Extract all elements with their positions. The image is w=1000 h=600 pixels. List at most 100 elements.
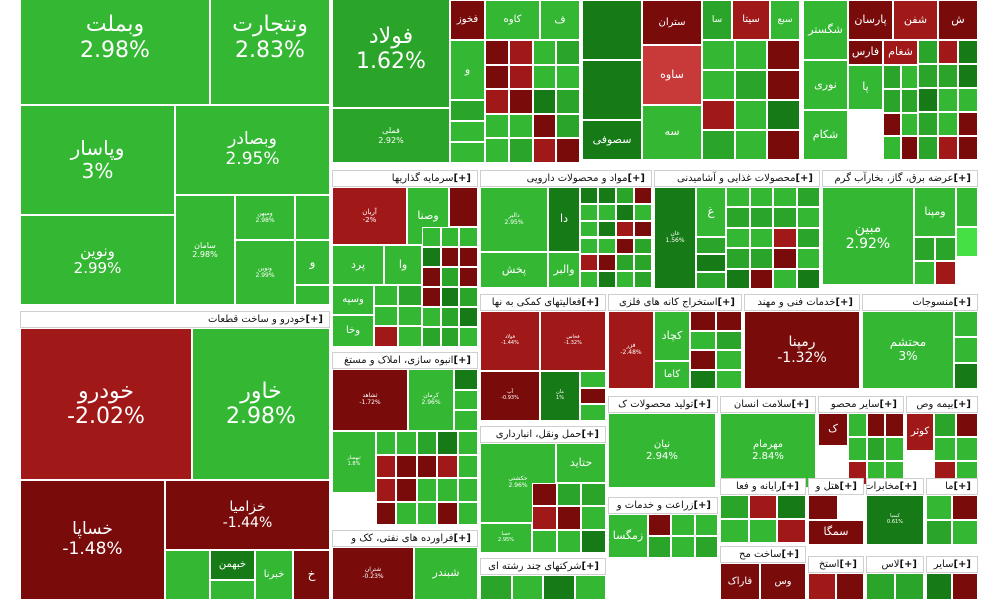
small-stock-tile[interactable] [598,237,616,255]
small-stock-tile[interactable] [485,113,509,139]
small-stock-tile[interactable] [954,311,978,337]
sector-header[interactable]: [+]سایر محصو [818,396,904,413]
stock-tile[interactable] [295,285,330,305]
sector-header[interactable]: [+]شرکتهای چند رشته ای [480,558,606,575]
small-stock-tile[interactable] [616,220,634,238]
small-stock-tile[interactable] [556,529,582,553]
small-stock-tile[interactable] [749,227,773,249]
small-stock-tile[interactable] [396,454,417,478]
small-stock-tile[interactable] [726,227,750,249]
stock-tile-k[interactable]: ک [818,413,848,446]
sector-header[interactable]: [+]استخ [808,556,864,573]
small-stock-tile[interactable] [958,88,978,112]
stock-tile-خزامیا[interactable]: خزامیا -1.44% [165,480,330,550]
stock-tile-hasa[interactable]: حسا 2.95% [480,523,532,553]
small-stock-tile[interactable] [938,136,958,160]
small-stock-tile[interactable] [914,261,935,285]
stock-tile[interactable] [956,227,978,257]
small-stock-tile[interactable] [796,207,820,228]
small-stock-tile[interactable] [580,203,598,221]
expand-button[interactable]: [+] [581,429,599,440]
small-stock-tile[interactable] [702,130,735,160]
expand-button[interactable]: [+] [835,297,853,308]
small-stock-tile[interactable] [696,271,726,289]
small-stock-tile[interactable] [437,454,458,478]
small-stock-tile[interactable] [749,268,773,289]
expand-button[interactable]: [+] [627,173,645,184]
small-stock-tile[interactable] [396,431,417,455]
small-stock-tile[interactable] [532,64,557,90]
stock-tile-sitrn[interactable]: کیمیا 0.61% [866,495,924,545]
stock-tile-smga[interactable]: سمگا [808,520,864,545]
stock-tile-خساپا[interactable]: خساپا -1.48% [20,480,165,600]
stock-tile-apt[interactable]: آپ -0.93% [480,371,540,421]
sector-header[interactable]: [+]خودرو و ساخت قطعات [20,311,330,328]
stock-tile-vkha[interactable]: وخا [332,315,374,347]
small-stock-tile[interactable] [459,247,478,267]
small-stock-tile[interactable] [454,389,478,411]
small-stock-tile[interactable] [532,483,557,507]
small-stock-tile[interactable] [459,307,478,327]
small-stock-tile[interactable] [616,187,634,204]
stock-tile-sbndr[interactable]: شبندر [414,547,478,600]
stock-tile-o2[interactable]: و [450,40,485,100]
small-stock-tile[interactable] [634,271,652,288]
stock-tile-sah[interactable]: سه [642,105,702,160]
small-stock-tile[interactable] [690,330,716,350]
stock-tile-fkhoz[interactable]: فخوز [450,0,485,40]
small-stock-tile[interactable] [773,207,797,228]
small-stock-tile[interactable] [749,207,773,228]
small-stock-tile[interactable] [416,501,438,525]
stock-tile[interactable] [449,187,478,227]
expand-button[interactable]: [+] [953,481,971,492]
small-stock-tile[interactable] [422,287,441,307]
small-stock-tile[interactable] [696,237,726,255]
expand-button[interactable]: [+] [581,297,599,308]
small-stock-tile[interactable] [457,478,478,502]
stock-tile-sabe[interactable]: سبع [770,0,800,40]
stock-tile-وبملت[interactable]: وبملت 2.98% [20,0,210,105]
expand-button[interactable]: [+] [781,481,799,492]
small-stock-tile[interactable] [914,237,935,261]
small-stock-tile[interactable] [396,478,417,502]
small-stock-tile[interactable] [398,305,422,327]
small-stock-tile[interactable] [938,40,958,64]
stock-tile-f1[interactable]: فولاد -1.44% [480,311,540,371]
small-stock-tile[interactable] [598,271,616,288]
small-stock-tile[interactable] [598,220,616,238]
stock-tile[interactable] [165,550,210,600]
stock-tile-aryan[interactable]: آریان -2% [332,187,407,245]
stock-tile-daa[interactable]: دا [548,187,580,252]
small-stock-tile[interactable] [440,287,460,307]
small-stock-tile[interactable] [883,65,901,89]
small-stock-tile[interactable] [716,330,742,350]
small-stock-tile[interactable] [616,203,634,221]
small-stock-tile[interactable] [459,287,478,307]
small-stock-tile[interactable] [450,121,485,142]
small-stock-tile[interactable] [883,88,901,113]
sector-header[interactable]: [+]استخراج کانه های فلزی [608,294,742,311]
sector-header[interactable]: [+]سایر [926,556,978,573]
stock-tile[interactable] [210,580,255,600]
stock-tile-وپاسار[interactable]: وپاسار 3% [20,105,175,215]
stock-tile-نیان[interactable]: نیان 2.94% [608,413,716,488]
sector-header[interactable]: [+]رایانه و فعا [720,478,806,495]
small-stock-tile[interactable] [580,271,598,288]
stock-tile-sita[interactable]: سیتا [732,0,770,40]
small-stock-tile[interactable] [454,369,478,390]
stock-tile-kh[interactable]: خ [293,550,330,600]
stock-tile-saman[interactable]: سامان 2.98% [175,195,235,305]
stock-tile-shsh[interactable]: ش [938,0,978,40]
small-stock-tile[interactable] [556,483,582,507]
sector-header[interactable]: [+]فراورده های نفتی، کک و [332,530,478,547]
small-stock-tile[interactable] [480,575,512,600]
small-stock-tile[interactable] [796,268,820,289]
small-stock-tile[interactable] [958,136,978,160]
small-stock-tile[interactable] [767,100,800,130]
small-stock-tile[interactable] [532,40,557,65]
stock-tile-وبصادر[interactable]: وبصادر 2.95% [175,105,330,195]
small-stock-tile[interactable] [883,112,901,137]
stock-tile-ونوین[interactable]: ونوین 2.99% [20,215,175,305]
small-stock-tile[interactable] [440,327,460,347]
small-stock-tile[interactable] [918,64,938,88]
